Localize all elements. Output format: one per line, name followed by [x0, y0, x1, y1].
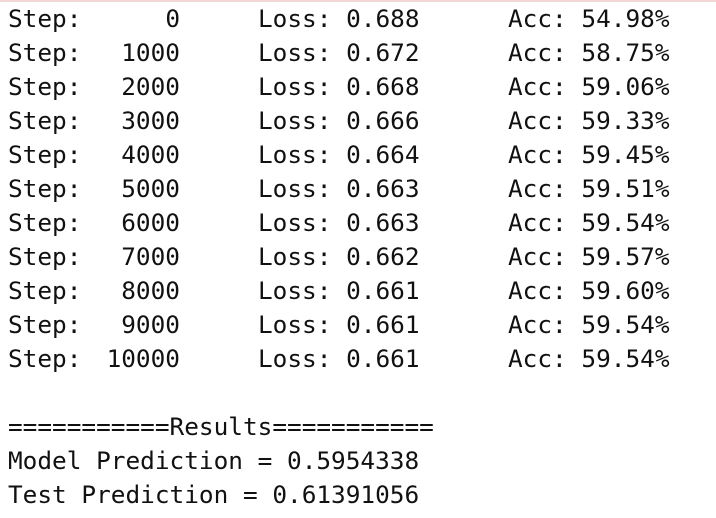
log-row: Step: 4000 Loss: 0.664 Acc: 59.45% [8, 138, 708, 172]
loss-value: Loss: 0.662 [258, 242, 420, 271]
step-value: 10000 [106, 344, 180, 373]
step-label: Step: [8, 38, 82, 67]
step-value: 3000 [121, 106, 180, 135]
step-value: 4000 [121, 140, 180, 169]
training-log: Step: 0 Loss: 0.688 Acc: 54.98% Step: 1000 Los… [8, 2, 708, 376]
step-label: Step: [8, 344, 82, 373]
results-header: ===========Results=========== [8, 412, 434, 441]
loss-value: Loss: 0.663 [258, 208, 420, 237]
loss-value: Loss: 0.661 [258, 310, 420, 339]
accuracy-value: Acc: 59.45% [508, 140, 670, 169]
accuracy-value: Acc: 59.51% [508, 174, 670, 203]
log-row: Step: 1000 Loss: 0.672 Acc: 58.75% [8, 36, 708, 70]
step-label: Step: [8, 4, 82, 33]
accuracy-value: Acc: 59.60% [508, 276, 670, 305]
loss-value: Loss: 0.666 [258, 106, 420, 135]
step-label: Step: [8, 310, 82, 339]
loss-value: Loss: 0.664 [258, 140, 420, 169]
loss-value: Loss: 0.672 [258, 38, 420, 67]
step-value: 7000 [121, 242, 180, 271]
accuracy-value: Acc: 59.54% [508, 344, 670, 373]
loss-value: Loss: 0.663 [258, 174, 420, 203]
blank-line [8, 376, 708, 410]
step-label: Step: [8, 140, 82, 169]
log-row: Step: 0 Loss: 0.688 Acc: 54.98% [8, 2, 708, 36]
model-prediction-line: Model Prediction = 0.5954338 [8, 446, 420, 475]
loss-value: Loss: 0.668 [258, 72, 420, 101]
step-value: 5000 [121, 174, 180, 203]
step-value: 8000 [121, 276, 180, 305]
loss-value: Loss: 0.661 [258, 344, 420, 373]
step-value: 0 [165, 4, 180, 33]
log-row: Step: 8000 Loss: 0.661 Acc: 59.60% [8, 274, 708, 308]
step-value: 6000 [121, 208, 180, 237]
step-label: Step: [8, 174, 82, 203]
accuracy-value: Acc: 59.33% [508, 106, 670, 135]
test-prediction-line: Test Prediction = 0.61391056 [8, 480, 420, 509]
top-border [0, 0, 716, 2]
log-row: Step: 10000 Loss: 0.661 Acc: 59.54% [8, 342, 708, 376]
accuracy-value: Acc: 59.54% [508, 208, 670, 237]
log-row: Step: 3000 Loss: 0.666 Acc: 59.33% [8, 104, 708, 138]
log-row: Step: 5000 Loss: 0.663 Acc: 59.51% [8, 172, 708, 206]
accuracy-value: Acc: 54.98% [508, 4, 670, 33]
accuracy-value: Acc: 58.75% [508, 38, 670, 67]
step-value: 9000 [121, 310, 180, 339]
loss-value: Loss: 0.688 [258, 4, 420, 33]
step-label: Step: [8, 72, 82, 101]
log-row: Step: 2000 Loss: 0.668 Acc: 59.06% [8, 70, 708, 104]
accuracy-value: Acc: 59.06% [508, 72, 670, 101]
accuracy-value: Acc: 59.54% [508, 310, 670, 339]
log-row: Step: 6000 Loss: 0.663 Acc: 59.54% [8, 206, 708, 240]
step-value: 1000 [121, 38, 180, 67]
log-row: Step: 7000 Loss: 0.662 Acc: 59.57% [8, 240, 708, 274]
step-label: Step: [8, 242, 82, 271]
console-output: Step: 0 Loss: 0.688 Acc: 54.98% Step: 1000 Los… [8, 2, 708, 512]
step-label: Step: [8, 276, 82, 305]
step-label: Step: [8, 106, 82, 135]
step-value: 2000 [121, 72, 180, 101]
step-label: Step: [8, 208, 82, 237]
loss-value: Loss: 0.661 [258, 276, 420, 305]
accuracy-value: Acc: 59.57% [508, 242, 670, 271]
log-row: Step: 9000 Loss: 0.661 Acc: 59.54% [8, 308, 708, 342]
